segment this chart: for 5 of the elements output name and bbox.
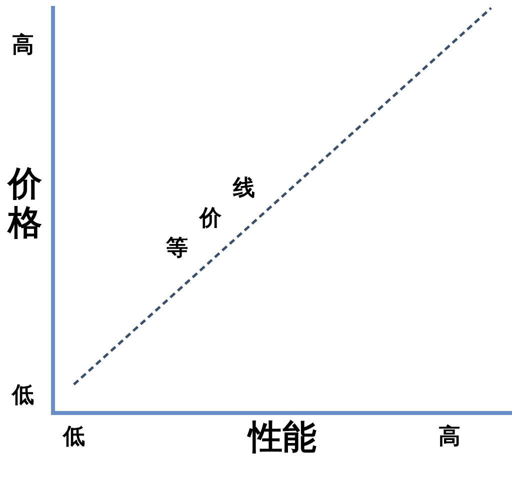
text: 低 <box>12 381 34 410</box>
y-axis-title: 价格 <box>8 164 42 244</box>
series-label: 等价线 <box>165 175 255 262</box>
x-axis-title: 性能 <box>246 417 316 458</box>
text: 高 <box>12 31 34 60</box>
